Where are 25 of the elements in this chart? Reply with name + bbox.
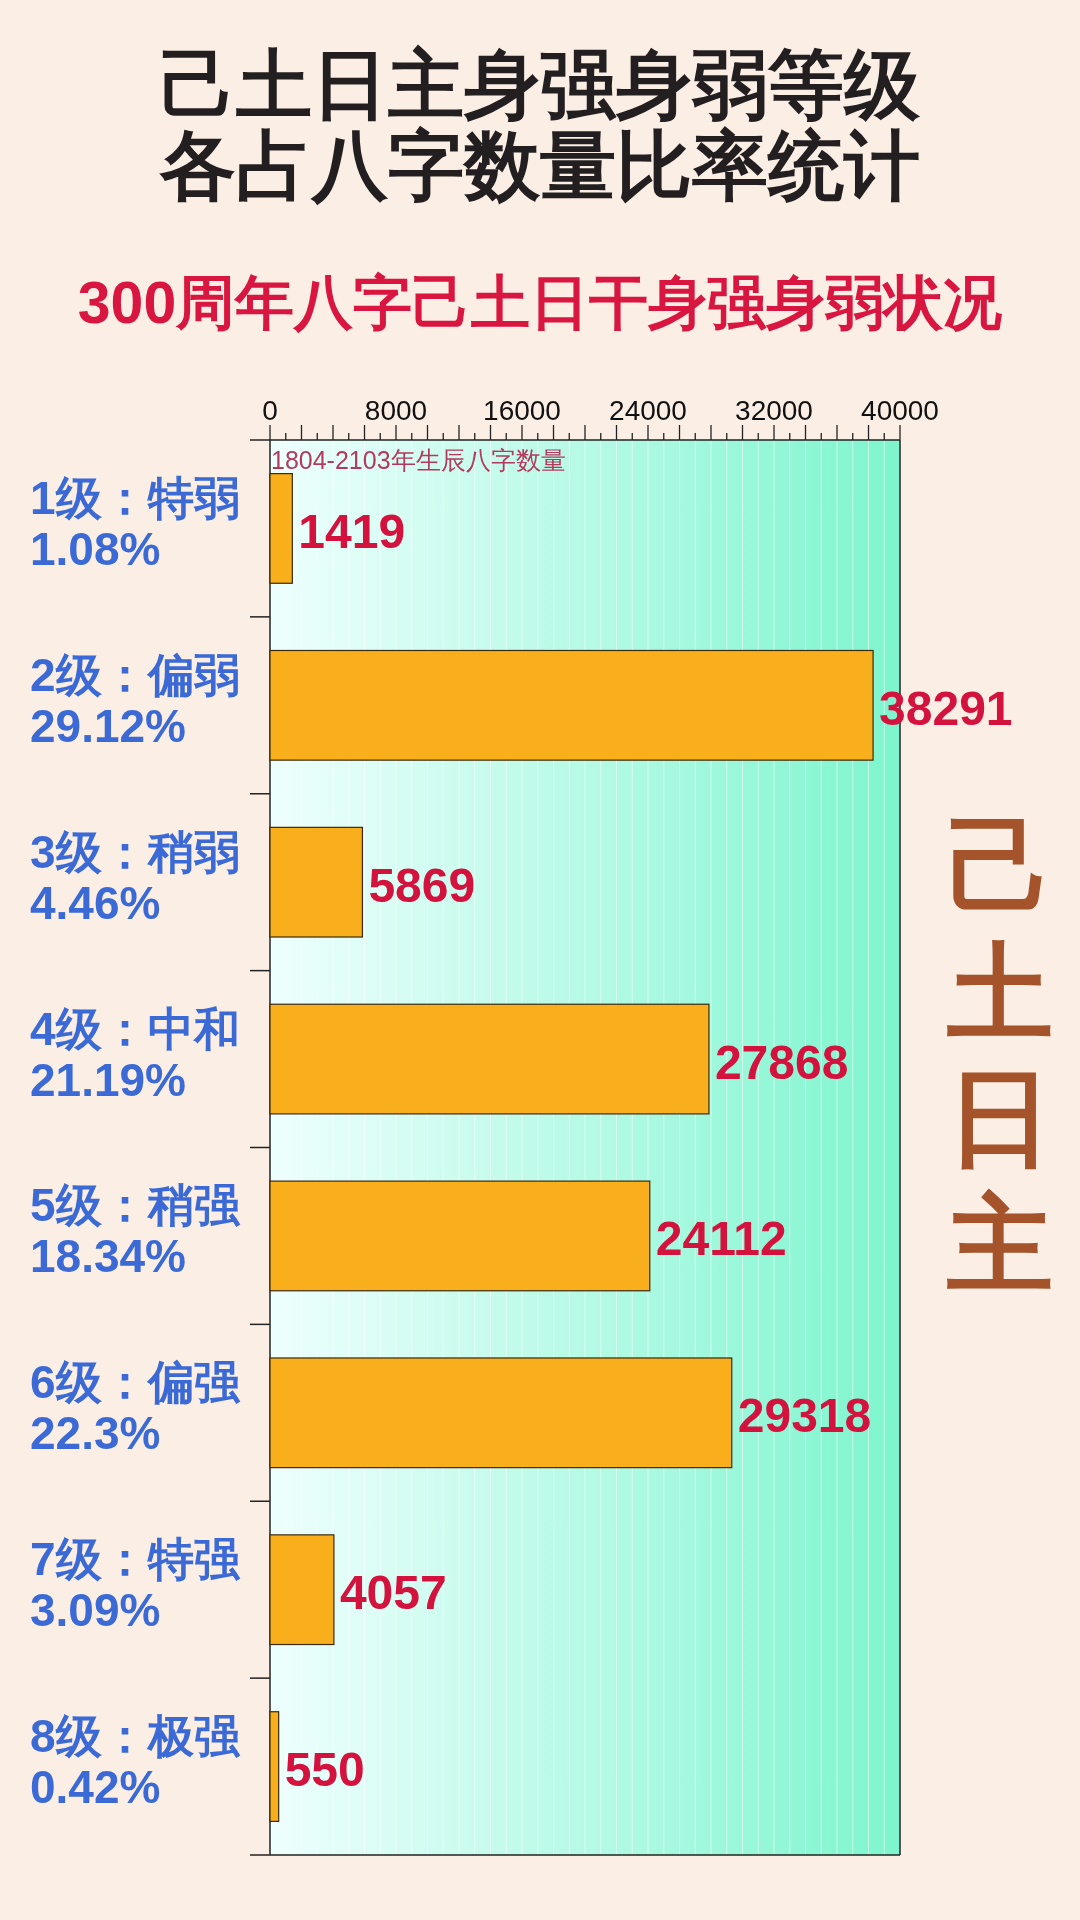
axis-title: 1804-2103年生辰八字数量	[271, 446, 566, 474]
x-tick-label: 24000	[609, 394, 687, 426]
data-label: 1419	[298, 504, 406, 558]
data-label: 5869	[368, 858, 476, 912]
data-label: 24112	[655, 1212, 787, 1266]
y-tick-label: 7级：特强 3.09%	[30, 1533, 240, 1637]
y-tick-label: 2级：偏弱 29.12%	[30, 648, 240, 752]
annotation: 己土日主	[947, 802, 1053, 1306]
x-tick-label: 16000	[483, 394, 561, 426]
x-tick-label: 40000	[861, 394, 939, 426]
y-tick-label: 8级：极强 0.42%	[30, 1710, 240, 1814]
x-tick-label: 32000	[735, 394, 813, 426]
y-tick-label: 1级：特弱 1.08%	[30, 471, 240, 575]
y-tick-label: 5级：稍强 18.34%	[30, 1179, 240, 1283]
y-tick-label: 6级：偏强 22.3%	[30, 1356, 240, 1460]
data-label: 29318	[737, 1389, 872, 1443]
title: 己土日主身强身弱等级各占八字数量比率统计	[160, 41, 920, 207]
data-label: 27868	[714, 1035, 849, 1089]
data-label: 4057	[339, 1566, 447, 1620]
subtitle: 300周年八字己土日干身强身弱状况	[77, 270, 1003, 336]
x-tick-label: 8000	[364, 394, 428, 426]
y-tick-label: 3级：稍弱 4.46%	[30, 825, 240, 929]
y-tick-label: 4级：中和 21.19%	[30, 1002, 240, 1106]
x-tick-label: 0	[262, 394, 278, 426]
data-label: 550	[284, 1743, 365, 1797]
